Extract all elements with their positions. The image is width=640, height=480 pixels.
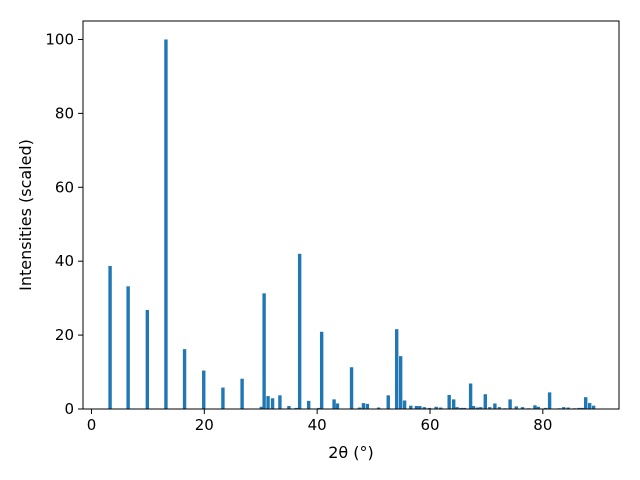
bar xyxy=(468,383,473,409)
bar xyxy=(493,403,497,409)
bar xyxy=(508,399,512,409)
bar xyxy=(262,293,266,409)
bar xyxy=(294,407,298,409)
plot-frame xyxy=(82,20,620,410)
x-tick-label: 0 xyxy=(87,416,97,434)
y-tick-label: 60 xyxy=(55,178,74,196)
bar xyxy=(580,407,585,409)
bar xyxy=(164,39,168,409)
y-ticks-group: 0 20 40 60 80 100 xyxy=(45,30,83,418)
bar xyxy=(451,399,456,409)
bar xyxy=(427,407,432,409)
bar xyxy=(471,406,476,409)
bar xyxy=(270,398,275,409)
y-tick-label: 100 xyxy=(45,30,74,48)
y-axis-label: Intensities (scaled) xyxy=(16,139,35,291)
bar xyxy=(483,394,487,409)
y-tick-label: 40 xyxy=(55,252,74,270)
bar xyxy=(402,400,407,409)
bar xyxy=(455,407,459,409)
bar xyxy=(462,407,467,409)
bar xyxy=(562,407,566,409)
bar xyxy=(266,396,270,409)
bar xyxy=(332,399,336,409)
bar xyxy=(547,392,552,409)
bar xyxy=(361,403,366,409)
bar xyxy=(584,397,588,409)
bar xyxy=(439,407,443,409)
bar xyxy=(278,395,282,409)
bar xyxy=(108,265,112,409)
bar xyxy=(398,356,403,409)
bar xyxy=(536,406,541,409)
bar xyxy=(202,370,206,409)
bar xyxy=(306,400,311,409)
x-tick-label: 80 xyxy=(533,416,552,434)
bar xyxy=(434,406,438,409)
bar xyxy=(418,406,422,409)
bar xyxy=(414,406,419,409)
x-tick-label: 60 xyxy=(420,416,439,434)
y-tick-label: 0 xyxy=(64,400,74,418)
bar xyxy=(259,406,263,409)
bar xyxy=(479,407,483,409)
bar xyxy=(349,367,354,409)
bar xyxy=(475,407,480,409)
bar xyxy=(409,405,413,409)
y-tick-label: 80 xyxy=(55,104,74,122)
bar xyxy=(287,406,291,409)
bar xyxy=(145,309,150,409)
bar xyxy=(488,407,492,409)
x-axis-label: 2θ (°) xyxy=(328,443,374,462)
bar xyxy=(577,407,581,409)
bar xyxy=(497,407,502,409)
bar xyxy=(514,406,519,409)
bar xyxy=(533,405,537,409)
bar xyxy=(182,349,187,409)
bar xyxy=(587,403,592,409)
bar xyxy=(319,331,324,409)
bar xyxy=(240,378,244,409)
bar xyxy=(447,394,451,409)
bar xyxy=(365,403,370,409)
bar xyxy=(422,407,427,409)
bar xyxy=(376,407,381,409)
x-ticks-group: 0 20 40 60 80 xyxy=(87,409,552,434)
bar xyxy=(297,253,302,409)
x-tick-label: 20 xyxy=(195,416,214,434)
bar xyxy=(335,403,340,409)
bar xyxy=(566,407,570,409)
bar xyxy=(459,407,463,409)
bar xyxy=(357,407,362,409)
bar xyxy=(395,329,399,409)
x-tick-label: 40 xyxy=(308,416,327,434)
bar xyxy=(543,407,548,409)
bar xyxy=(520,407,525,409)
bar xyxy=(221,387,225,409)
bar xyxy=(126,286,130,409)
bar xyxy=(591,405,596,409)
y-tick-label: 20 xyxy=(55,326,74,344)
bar xyxy=(386,395,390,409)
bar xyxy=(317,407,321,409)
